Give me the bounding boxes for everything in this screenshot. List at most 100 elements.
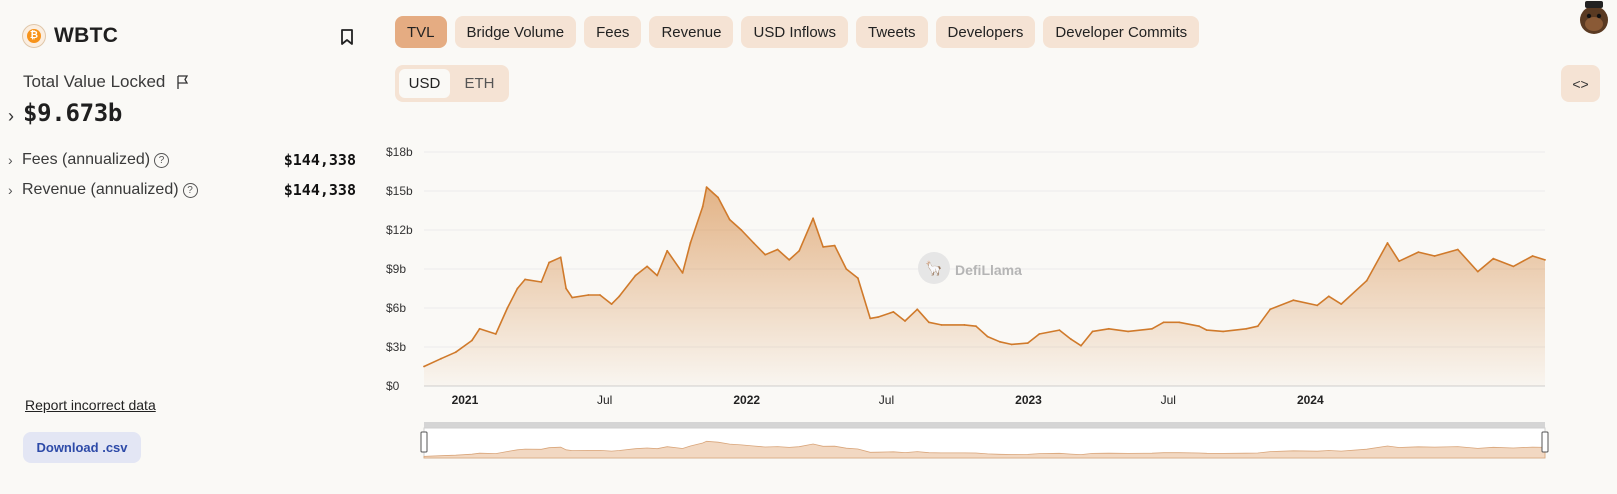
data-point bbox=[559, 256, 562, 259]
sidebar-panel: ₿ WBTC Total Value Locked › $9.673b › Fe… bbox=[0, 0, 378, 494]
data-point bbox=[571, 296, 574, 299]
help-circle-icon[interactable]: ? bbox=[154, 152, 170, 168]
data-point bbox=[963, 324, 966, 326]
data-point bbox=[999, 340, 1001, 343]
x-tick-label: 2021 bbox=[452, 393, 479, 407]
data-point bbox=[877, 316, 879, 318]
avatar-icon[interactable] bbox=[1576, 0, 1612, 36]
data-point bbox=[1162, 321, 1165, 324]
x-tick-label: 2023 bbox=[1015, 393, 1042, 407]
data-point bbox=[1269, 308, 1272, 311]
data-point bbox=[1178, 321, 1180, 324]
y-tick-label: $9b bbox=[386, 262, 406, 276]
tab-developer-commits[interactable]: Developer Commits bbox=[1043, 16, 1200, 48]
help-circle-icon[interactable]: ? bbox=[182, 182, 198, 198]
data-point bbox=[1492, 257, 1495, 260]
data-point bbox=[524, 278, 526, 281]
tab-usd-inflows[interactable]: USD Inflows bbox=[741, 16, 849, 48]
bitcoin-icon: ₿ bbox=[22, 24, 46, 48]
data-point bbox=[1531, 255, 1534, 257]
data-point bbox=[423, 365, 425, 368]
data-point bbox=[689, 242, 692, 244]
chevron-right-icon[interactable]: › bbox=[8, 106, 14, 126]
data-point bbox=[1256, 325, 1259, 328]
data-point bbox=[440, 357, 442, 360]
data-point bbox=[599, 294, 601, 296]
data-point bbox=[646, 265, 648, 268]
y-tick-label: $12b bbox=[386, 223, 413, 237]
tvl-area bbox=[424, 187, 1545, 386]
tab-bridge-volume[interactable]: Bridge Volume bbox=[454, 16, 577, 48]
data-point bbox=[1058, 329, 1061, 331]
data-point bbox=[1476, 270, 1479, 273]
data-point bbox=[1026, 342, 1029, 344]
x-tick-label: Jul bbox=[1161, 393, 1176, 407]
data-point bbox=[516, 287, 519, 290]
x-tick-label: 2024 bbox=[1297, 393, 1324, 407]
tab-developers[interactable]: Developers bbox=[935, 16, 1036, 48]
data-point bbox=[776, 248, 779, 251]
currency-toggle: USD ETH bbox=[395, 65, 509, 102]
tab-tweets[interactable]: Tweets bbox=[856, 16, 928, 48]
data-point bbox=[587, 294, 590, 296]
bookmark-icon[interactable] bbox=[337, 27, 357, 47]
data-point bbox=[478, 327, 481, 330]
data-point bbox=[1398, 260, 1400, 263]
tvl-label-row: Total Value Locked bbox=[23, 72, 191, 92]
tvl-value: $9.673b bbox=[23, 99, 123, 127]
flag-icon[interactable] bbox=[175, 74, 191, 90]
chevron-right-icon: › bbox=[8, 152, 13, 168]
metric-tabs: TVL Bridge Volume Fees Revenue USD Inflo… bbox=[395, 16, 1200, 48]
svg-text:🦙: 🦙 bbox=[925, 260, 942, 277]
data-point bbox=[1433, 255, 1436, 257]
brush-right-handle[interactable] bbox=[1541, 431, 1549, 453]
download-csv-button[interactable]: Download .csv bbox=[23, 432, 141, 463]
tab-tvl[interactable]: TVL bbox=[395, 16, 447, 48]
data-point bbox=[1386, 242, 1389, 244]
y-tick-label: $3b bbox=[386, 340, 406, 354]
data-point bbox=[940, 324, 943, 326]
data-point bbox=[1038, 333, 1041, 335]
data-point bbox=[904, 320, 906, 322]
data-point bbox=[869, 317, 872, 320]
data-point bbox=[1544, 259, 1546, 261]
data-point bbox=[833, 244, 836, 247]
tab-fees[interactable]: Fees bbox=[584, 16, 642, 48]
brush-mini-area bbox=[423, 440, 1546, 459]
data-point bbox=[1198, 325, 1200, 328]
chevron-right-icon: › bbox=[8, 182, 13, 198]
revenue-stat-row[interactable]: › Revenue (annualized) ? $144,338 bbox=[8, 181, 356, 199]
data-point bbox=[1365, 279, 1368, 282]
data-points bbox=[423, 186, 1546, 368]
fees-stat-row[interactable]: › Fees (annualized) ? $144,338 bbox=[8, 151, 356, 169]
data-point bbox=[1205, 329, 1208, 331]
range-brush[interactable] bbox=[420, 422, 1549, 459]
data-point bbox=[857, 277, 859, 279]
data-point bbox=[548, 261, 550, 264]
report-incorrect-data-link[interactable]: Report incorrect data bbox=[25, 397, 156, 413]
data-point bbox=[701, 205, 704, 208]
protocol-name: WBTC bbox=[54, 24, 119, 47]
y-tick-label: $15b bbox=[386, 184, 413, 198]
tab-revenue[interactable]: Revenue bbox=[649, 16, 734, 48]
fees-value: $144,338 bbox=[283, 151, 356, 169]
data-point bbox=[740, 229, 743, 231]
data-point bbox=[1245, 327, 1248, 330]
currency-option-usd[interactable]: USD bbox=[399, 69, 450, 98]
data-point bbox=[928, 321, 930, 324]
data-point bbox=[618, 295, 621, 298]
brush-left-handle[interactable] bbox=[420, 431, 428, 453]
data-point bbox=[1292, 299, 1295, 302]
y-tick-label: $6b bbox=[386, 301, 406, 315]
data-point bbox=[494, 333, 497, 335]
data-point bbox=[986, 335, 989, 338]
data-point bbox=[1107, 327, 1110, 330]
currency-option-eth[interactable]: ETH bbox=[464, 75, 495, 92]
y-axis: $0 $3b $6b $9b $12b $15b $18b bbox=[386, 145, 413, 393]
code-icon[interactable]: <> bbox=[1561, 65, 1600, 102]
watermark: 🦙 DefiLlama bbox=[918, 252, 1022, 284]
data-point bbox=[728, 218, 731, 221]
data-point bbox=[681, 272, 684, 274]
data-point bbox=[656, 274, 659, 277]
data-point bbox=[892, 311, 895, 313]
